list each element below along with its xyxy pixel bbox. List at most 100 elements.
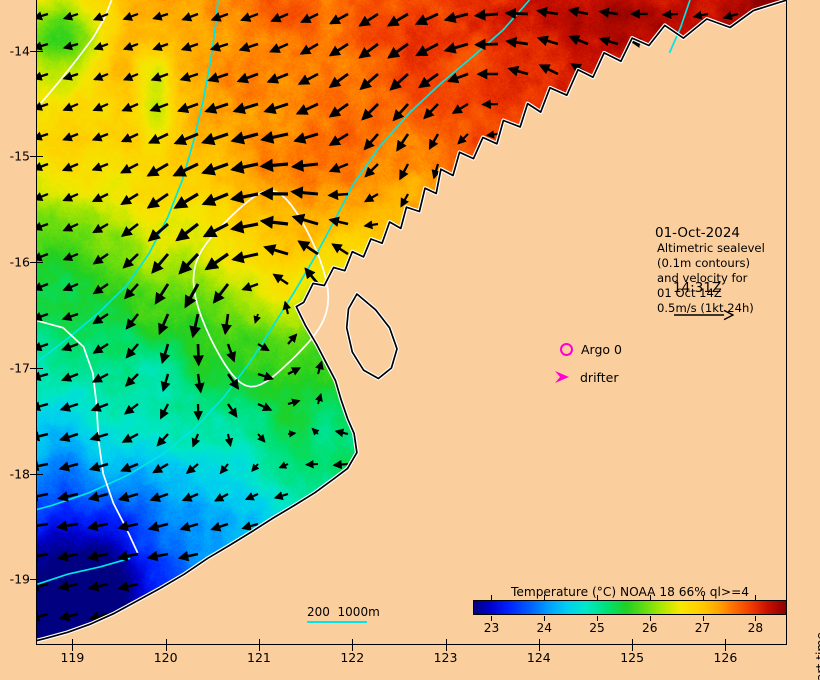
velocity-arrow [536, 35, 559, 47]
velocity-arrow [61, 162, 79, 172]
colorbar-tick-bottom-0 [491, 616, 493, 621]
velocity-arrow [241, 521, 259, 531]
latitude-tick-mark-4 [30, 473, 36, 475]
velocity-arrow [91, 372, 109, 383]
longitude-tick-inner-6 [632, 639, 634, 645]
velocity-arrow [282, 300, 292, 315]
velocity-arrow [210, 521, 229, 532]
longitude-tick-inner-4 [445, 639, 447, 645]
velocity-arrow [431, 163, 441, 180]
colorbar-tick-bottom-3 [649, 616, 651, 621]
velocity-arrow [295, 102, 319, 115]
velocity-arrow [473, 9, 499, 21]
velocity-arrow [230, 131, 259, 145]
velocity-arrow [201, 192, 229, 206]
velocity-arrow [160, 373, 171, 393]
scale-bar-label: 200 1000m [307, 605, 380, 619]
longitude-tick-mark-2 [258, 645, 260, 651]
argo-legend-entry[interactable]: Argo 0 [560, 342, 622, 357]
longitude-tick-label-6: 125 [620, 650, 645, 665]
latitude-tick-label-5: -19 [9, 571, 30, 587]
velocity-arrow [92, 12, 109, 21]
drifter-chevron-icon [555, 371, 569, 383]
velocity-arrow [387, 42, 409, 59]
map-plot-area[interactable] [36, 0, 787, 645]
datestamp-time: 14:31Z [673, 280, 722, 297]
temperature-colorbar: Temperature (°C) NOAA 18 66% ql>=4 23 24 2… [473, 585, 787, 635]
velocity-arrow [259, 158, 289, 173]
velocity-arrow [62, 282, 79, 292]
velocity-arrow [311, 427, 320, 436]
velocity-arrow [230, 160, 259, 174]
velocity-arrow [58, 461, 79, 472]
velocity-arrow [287, 398, 301, 407]
velocity-arrow [358, 12, 379, 27]
velocity-arrow [359, 72, 379, 91]
drifter-legend-entry[interactable]: drifter [552, 369, 618, 385]
velocity-arrow [92, 102, 109, 112]
velocity-arrow [266, 72, 289, 84]
velocity-arrow [332, 459, 349, 470]
datestamp-date: 01-Oct-2024 [655, 225, 740, 242]
velocity-arrow [149, 102, 169, 113]
velocity-arrow [121, 432, 139, 443]
longitude-tick-label-2: 121 [247, 650, 271, 665]
velocity-arrow [36, 71, 49, 81]
latitude-tick-inner-2 [36, 262, 43, 264]
velocity-arrow [273, 491, 289, 501]
velocity-arrow [327, 189, 349, 201]
velocity-arrow [55, 520, 79, 532]
velocity-arrow [481, 99, 499, 110]
velocity-arrow [443, 11, 469, 24]
longitude-tick-mark-4 [445, 645, 447, 651]
velocity-arrow [122, 253, 139, 269]
velocity-arrow [334, 428, 349, 438]
longitude-tick-mark-0 [72, 645, 74, 651]
velocity-arrow [146, 550, 169, 562]
velocity-arrow [251, 463, 260, 473]
longitude-tick-mark-6 [632, 645, 634, 651]
velocity-arrow [297, 240, 319, 256]
velocity-arrow [361, 103, 379, 121]
argo-float-icon [560, 343, 573, 356]
velocity-arrow [122, 41, 139, 51]
velocity-arrow [62, 71, 79, 81]
colorbar-tick-top-0 [491, 595, 493, 600]
longitude-tick-label-5: 124 [526, 650, 551, 665]
longitude-tick-mark-1 [165, 645, 167, 651]
velocity-arrow [36, 252, 49, 262]
velocity-arrow [121, 102, 139, 112]
velocity-arrow [179, 521, 199, 532]
latitude-tick-inner-3 [36, 367, 43, 369]
velocity-arrow [125, 343, 139, 359]
velocity-arrow [201, 132, 229, 146]
reference-velocity-arrow [674, 309, 734, 321]
longitude-tick-label-0: 119 [60, 650, 85, 665]
latitude-tick-mark-5 [30, 579, 36, 581]
colorbar-tick-label-5: 28 [747, 621, 764, 635]
velocity-arrow [331, 243, 349, 256]
velocity-arrow [58, 431, 79, 442]
velocity-arrow [364, 163, 379, 178]
coastline-path [36, 0, 787, 642]
velocity-arrow [36, 221, 49, 231]
velocity-arrow [117, 491, 139, 503]
velocity-arrow [146, 162, 169, 177]
velocity-arrow [399, 163, 410, 181]
velocity-arrow [287, 430, 297, 438]
colorbar-tick-bottom-2 [597, 616, 599, 621]
coastline-and-land [36, 0, 787, 643]
velocity-arrow [263, 244, 289, 256]
velocity-arrow [414, 12, 439, 26]
velocity-arrow [177, 102, 199, 113]
velocity-arrow [92, 253, 109, 265]
velocity-arrow [661, 9, 679, 20]
velocity-arrow [117, 520, 139, 532]
velocity-arrow [207, 72, 229, 83]
velocity-arrow [272, 273, 289, 286]
velocity-arrow [147, 521, 169, 532]
velocity-arrow [224, 433, 234, 448]
velocity-arrow [36, 581, 49, 592]
velocity-arrow [57, 580, 79, 592]
